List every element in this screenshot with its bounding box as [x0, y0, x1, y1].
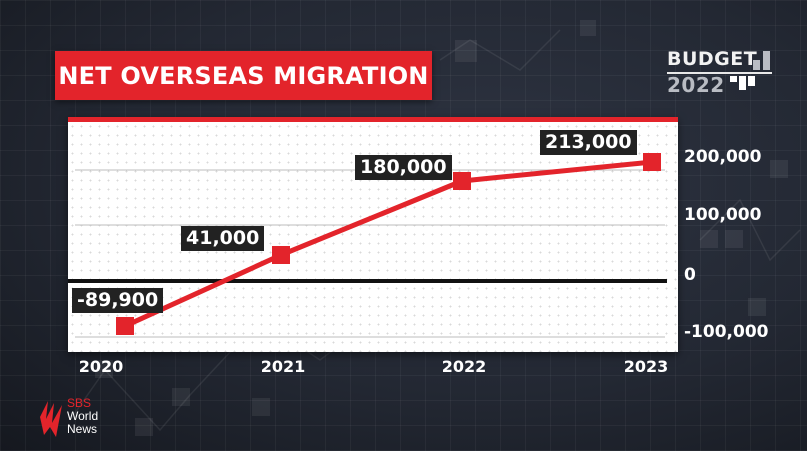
budget-divider — [667, 72, 772, 74]
inverted-bar-icon — [730, 76, 755, 90]
data-point-2021 — [272, 246, 290, 264]
sbs-world-news-logo: SBS World News — [34, 397, 114, 441]
bar-chart-icon — [753, 51, 770, 70]
y-tick-100000: 100,000 — [684, 205, 762, 225]
y-tick-neg100000: -100,000 — [684, 322, 769, 342]
sbs-wordmark: SBS World News — [67, 397, 98, 436]
data-point-2020 — [116, 317, 134, 335]
chart-title: NET OVERSEAS MIGRATION — [58, 61, 429, 90]
budget-2022-logo: BUDGET 2022 — [667, 48, 777, 98]
x-tick-2022: 2022 — [441, 357, 487, 376]
data-label-2022: 180,000 — [355, 155, 452, 180]
sbs-name: SBS — [67, 396, 92, 410]
data-label-2020: -89,900 — [72, 288, 164, 313]
y-tick-200000: 200,000 — [684, 147, 762, 167]
news-text: News — [67, 422, 98, 436]
x-tick-2023: 2023 — [623, 357, 669, 376]
budget-word: BUDGET — [667, 48, 758, 70]
data-label-2021: 41,000 — [181, 226, 265, 251]
world-text: World — [67, 409, 99, 423]
data-point-2023 — [643, 153, 661, 171]
budget-year: 2022 — [667, 73, 725, 97]
chart-title-banner: NET OVERSEAS MIGRATION — [55, 51, 432, 100]
data-point-2022 — [453, 172, 471, 190]
x-tick-2020: 2020 — [78, 357, 124, 376]
sbs-mondrian-icon — [40, 401, 62, 437]
data-label-2023: 213,000 — [540, 130, 637, 155]
y-tick-0: 0 — [684, 265, 696, 285]
series-line — [123, 159, 653, 329]
x-tick-2021: 2021 — [260, 357, 306, 376]
